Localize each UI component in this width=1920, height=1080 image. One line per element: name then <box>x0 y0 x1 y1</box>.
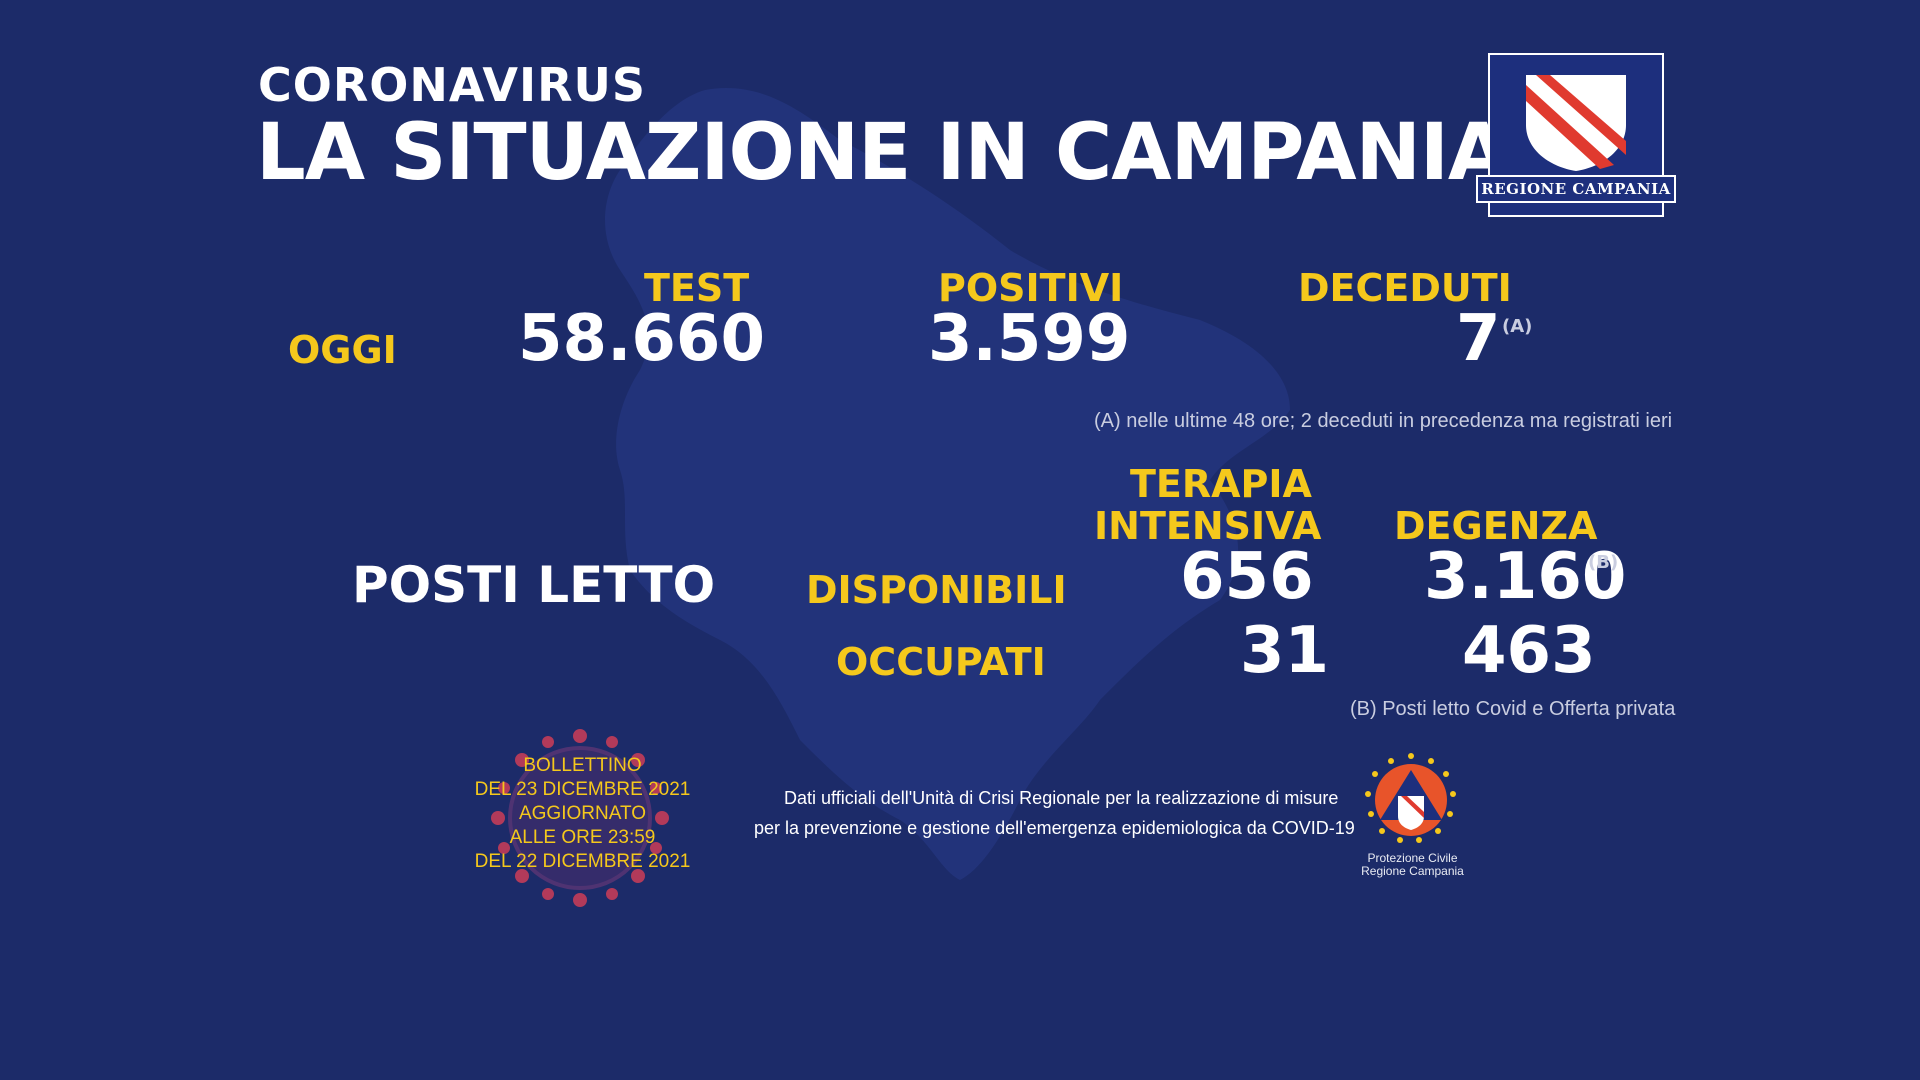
note-a: (A) nelle ultime 48 ore; 2 deceduti in p… <box>1094 410 1673 432</box>
deceduti-number: 7 <box>1456 302 1501 376</box>
bulletin-line1: BOLLETTINO <box>523 755 642 776</box>
source-line2: per la prevenzione e gestione dell'emerg… <box>754 818 1355 838</box>
regione-campania-label: REGIONE CAMPANIA <box>1476 175 1676 203</box>
terapia-label-line1: TERAPIA <box>1130 462 1312 506</box>
positivi-label: POSITIVI <box>938 266 1124 310</box>
disponibili-terapia-value: 656 <box>1180 540 1314 614</box>
pc-label-line2: Regione Campania <box>1361 864 1464 878</box>
source-line1: Dati ufficiali dell'Unità di Crisi Regio… <box>784 788 1339 808</box>
disponibili-label: DISPONIBILI <box>806 568 1067 612</box>
bulletin-line2: DEL 23 DICEMBRE 2021 <box>474 779 691 800</box>
page-title: LA SITUAZIONE IN CAMPANIA <box>256 108 1508 198</box>
oggi-label: OGGI <box>288 328 397 372</box>
coat-of-arms-icon <box>1526 75 1626 171</box>
bulletin-line3: AGGIORNATO <box>518 803 647 824</box>
bulletin-line5: DEL 22 DICEMBRE 2021 <box>474 851 691 872</box>
test-value: 58.660 <box>518 302 765 376</box>
occupati-label: OCCUPATI <box>836 640 1046 684</box>
test-label: TEST <box>644 266 750 310</box>
header-kicker: CORONAVIRUS <box>258 58 646 112</box>
protezione-civile-label: Protezione Civile Regione Campania <box>1340 852 1485 878</box>
terapia-label-line2: INTENSIVA <box>1094 504 1322 548</box>
occupati-degenza-value: 463 <box>1462 614 1596 688</box>
deceduti-value: 7 <box>1456 302 1501 376</box>
positivi-value: 3.599 <box>928 302 1131 376</box>
virus-icon <box>491 729 669 907</box>
bulletin-line4: ALLE ORE 23:59 <box>509 827 656 848</box>
disponibili-degenza-value: 3.160 <box>1424 540 1627 614</box>
protezione-civile-logo-icon <box>1365 753 1456 843</box>
bulletin-box: BOLLETTINO DEL 23 DICEMBRE 2021 AGGIORNA… <box>450 754 715 874</box>
posti-letto-title: POSTI LETTO <box>352 556 716 614</box>
deceduti-note-marker: (A) <box>1502 316 1533 337</box>
occupati-terapia-value: 31 <box>1240 614 1330 688</box>
regione-campania-logo: REGIONE CAMPANIA <box>1476 53 1676 217</box>
degenza-note-marker: (B) <box>1588 552 1619 573</box>
deceduti-label: DECEDUTI <box>1298 266 1512 310</box>
note-b: (B) Posti letto Covid e Offerta privata <box>1350 698 1676 720</box>
degenza-label: DEGENZA <box>1394 504 1598 548</box>
pc-label-line1: Protezione Civile <box>1367 851 1458 865</box>
